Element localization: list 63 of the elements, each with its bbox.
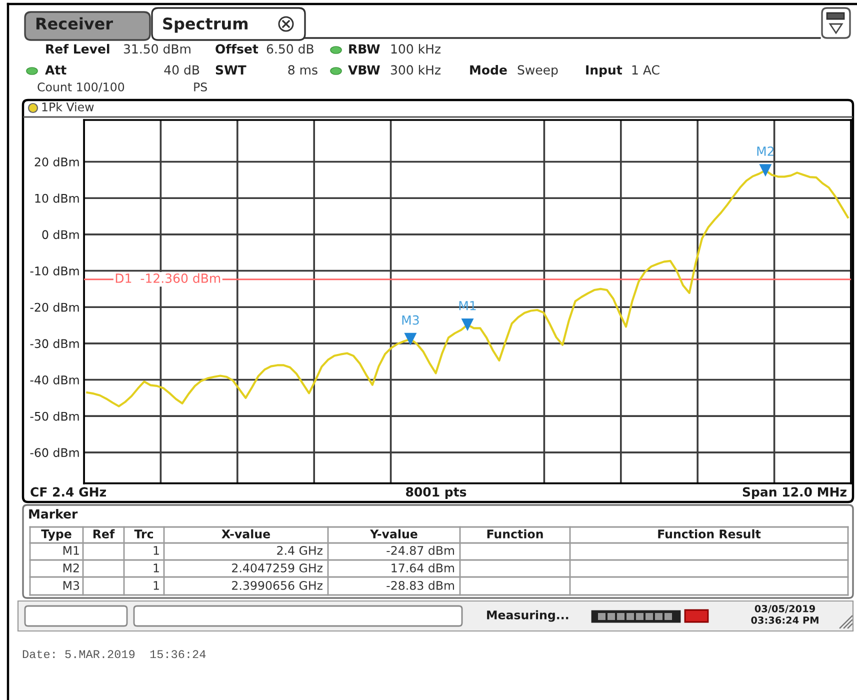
text: 2.3990656 GHz	[232, 580, 322, 590]
y-tick-label: 0 dBm	[42, 230, 79, 240]
data-label: M2	[757, 146, 774, 156]
y-tick-label: -20 dBm	[30, 302, 79, 312]
text: Ref Level	[46, 44, 110, 54]
text: Att	[45, 65, 66, 74]
text: Type	[41, 530, 72, 541]
y-tick-label: -40 dBm	[30, 375, 79, 384]
point	[461, 318, 474, 332]
text: Measuring...	[487, 610, 568, 622]
text: 2.4 GHz	[277, 546, 322, 555]
text: RBW	[349, 44, 380, 54]
text: 1Pk View	[42, 102, 94, 112]
text: CF 2.4 GHz	[30, 487, 106, 497]
text: Input	[586, 65, 622, 78]
text: X-value	[222, 529, 270, 538]
text: Y-value	[370, 529, 418, 538]
text: 1 AC	[632, 65, 660, 75]
text: Marker	[29, 508, 78, 519]
ref-line-label: D1 -12.360 dBm	[116, 273, 220, 283]
text: 8001 pts	[406, 487, 466, 500]
y-tick-label: -10 dBm	[30, 266, 79, 276]
text: -28.83 dBm	[386, 580, 454, 590]
text: -24.87 dBm	[386, 546, 454, 555]
text: Offset	[216, 44, 258, 54]
text: Date: 5.MAR.2019 15:36:24	[22, 650, 206, 658]
point	[759, 164, 772, 177]
text: Span 12.0 MHz	[742, 487, 846, 500]
text: Receiver	[36, 17, 113, 30]
y-tick-label: 20 dBm	[34, 157, 79, 166]
text: Trc	[134, 530, 153, 538]
text: 300 kHz	[390, 64, 440, 75]
text: 8 ms	[288, 65, 318, 75]
text: 17.64 dBm	[392, 563, 454, 572]
text: M2	[63, 563, 79, 572]
text: 1	[154, 564, 159, 572]
text: 03/05/2019	[754, 604, 815, 614]
text: 1	[154, 581, 159, 590]
text: Function	[487, 529, 543, 538]
text: Function Result	[658, 529, 761, 538]
text: 1	[154, 546, 159, 555]
text: SWT	[216, 65, 246, 75]
text: Ref	[93, 529, 115, 538]
text: 03:36:24 PM	[751, 616, 818, 624]
text: 6.50 dB	[266, 44, 314, 54]
point	[404, 332, 417, 346]
y-tick-label: 10 dBm	[35, 194, 79, 203]
text: Mode	[470, 64, 507, 75]
text: Spectrum	[163, 18, 248, 33]
y-tick-label: -30 dBm	[30, 338, 79, 348]
text: M3	[63, 580, 80, 590]
y-tick-label: -60 dBm	[30, 448, 79, 458]
data-label: M3	[402, 315, 419, 325]
text: VBW	[348, 65, 380, 74]
text: 40 dB	[164, 64, 200, 75]
text: Sweep	[518, 65, 558, 78]
text: 2.4047259 GHz	[232, 563, 322, 572]
y-tick-label: -50 dBm	[30, 412, 79, 421]
text: PS	[194, 82, 207, 92]
text: Count 100/100	[38, 82, 124, 92]
text: 100 kHz	[391, 44, 440, 54]
text: 31.50 dBm	[124, 44, 190, 54]
text: M1	[63, 546, 79, 555]
